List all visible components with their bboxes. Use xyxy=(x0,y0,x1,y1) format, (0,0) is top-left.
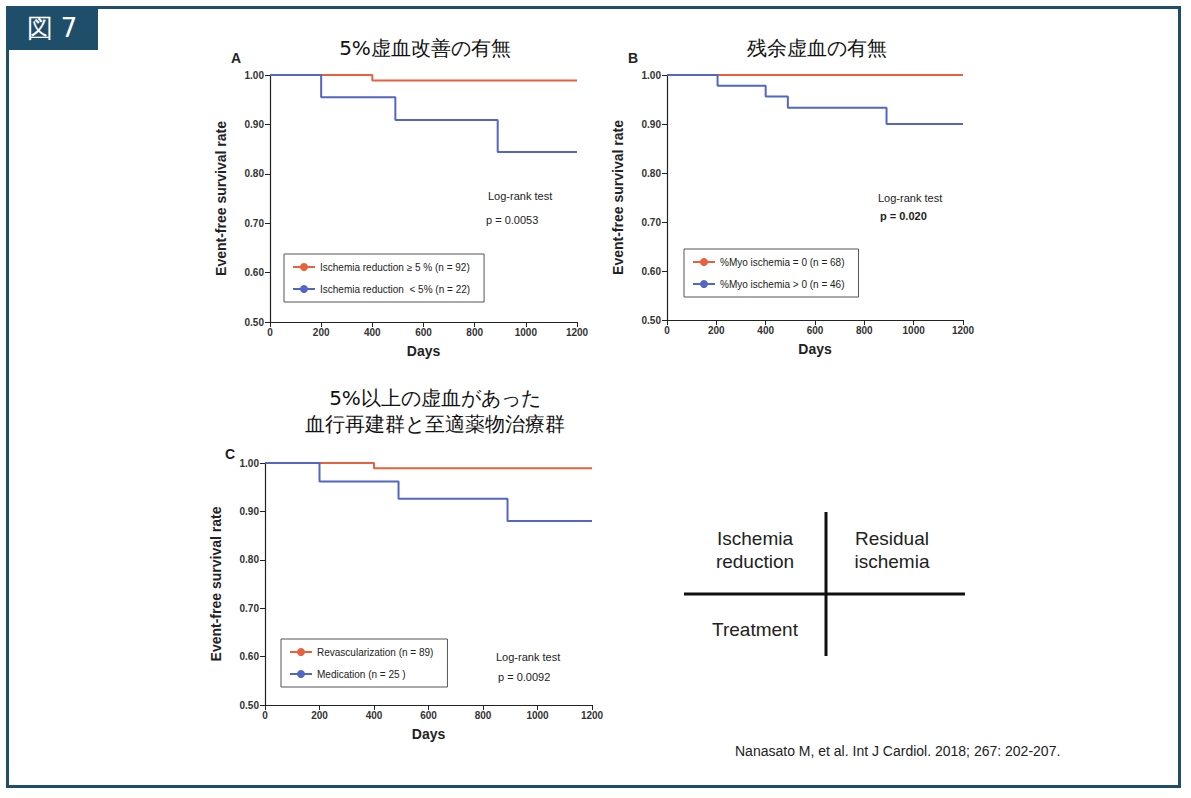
svg-text:0.80: 0.80 xyxy=(245,168,265,179)
svg-text:0.50: 0.50 xyxy=(240,700,260,711)
svg-text:Event-free survival rate: Event-free survival rate xyxy=(213,121,229,276)
svg-text:800: 800 xyxy=(475,710,492,721)
svg-text:0.50: 0.50 xyxy=(642,315,662,326)
svg-text:400: 400 xyxy=(757,325,774,336)
svg-text:0: 0 xyxy=(262,710,268,721)
svg-text:600: 600 xyxy=(807,325,824,336)
svg-text:p = 0.0092: p = 0.0092 xyxy=(498,671,550,683)
svg-text:Log-rank test: Log-rank test xyxy=(488,190,552,202)
html-text:Treatment: Treatment xyxy=(712,619,798,640)
svg-text:血行再建群と至適薬物治療群: 血行再建群と至適薬物治療群 xyxy=(305,412,565,436)
svg-text:400: 400 xyxy=(364,327,381,338)
svg-text:0.70: 0.70 xyxy=(245,218,265,229)
svg-text:Days: Days xyxy=(407,343,441,359)
svg-text:800: 800 xyxy=(856,325,873,336)
svg-text:1.00: 1.00 xyxy=(642,70,662,81)
svg-text:Event-free survival rate: Event-free survival rate xyxy=(208,506,224,661)
svg-text:0.90: 0.90 xyxy=(642,119,662,130)
svg-text:0.50: 0.50 xyxy=(245,317,265,328)
svg-text:0: 0 xyxy=(664,325,670,336)
svg-text:C: C xyxy=(225,446,235,462)
svg-text:0.60: 0.60 xyxy=(642,266,662,277)
svg-text:0.70: 0.70 xyxy=(642,217,662,228)
svg-text:p = 0.020: p = 0.020 xyxy=(880,210,927,222)
svg-text:%Myo ischemia > 0 (n = 46): %Myo ischemia > 0 (n = 46) xyxy=(720,279,845,290)
svg-text:B: B xyxy=(628,50,638,66)
svg-text:1000: 1000 xyxy=(526,710,549,721)
svg-text:1200: 1200 xyxy=(581,710,604,721)
svg-text:Revascularization (n = 89): Revascularization (n = 89) xyxy=(317,647,433,658)
svg-text:0.90: 0.90 xyxy=(245,119,265,130)
svg-text:1200: 1200 xyxy=(566,327,589,338)
svg-text:Days: Days xyxy=(798,341,832,357)
svg-text:800: 800 xyxy=(466,327,483,338)
svg-text:0: 0 xyxy=(267,327,273,338)
svg-text:1000: 1000 xyxy=(515,327,538,338)
svg-text:Log-rank test: Log-rank test xyxy=(496,651,560,663)
svg-text:200: 200 xyxy=(313,327,330,338)
svg-text:1.00: 1.00 xyxy=(245,70,265,81)
svg-text:0.90: 0.90 xyxy=(240,506,260,517)
html-text:Ischemia reduction: Ischemia reduction xyxy=(715,528,795,572)
svg-text:200: 200 xyxy=(311,710,328,721)
svg-text:A: A xyxy=(231,50,241,66)
html-text:図 7: 図 7 xyxy=(26,13,78,43)
svg-text:%Myo ischemia = 0 (n = 68): %Myo ischemia = 0 (n = 68) xyxy=(720,257,845,268)
svg-text:1200: 1200 xyxy=(952,325,975,336)
svg-text:0.80: 0.80 xyxy=(642,168,662,179)
svg-text:0.60: 0.60 xyxy=(245,267,265,278)
svg-text:p = 0.0053: p = 0.0053 xyxy=(486,214,538,226)
svg-text:1000: 1000 xyxy=(903,325,926,336)
svg-text:Log-rank test: Log-rank test xyxy=(878,192,942,204)
html-text:Residual ischemia: Residual ischemia xyxy=(854,528,930,572)
svg-text:Ischemia reduction ≥ 5 % (n =: Ischemia reduction ≥ 5 % (n = 92) xyxy=(320,262,470,273)
svg-text:600: 600 xyxy=(415,327,432,338)
svg-text:5%以上の虚血があった: 5%以上の虚血があった xyxy=(329,386,541,410)
svg-text:0.60: 0.60 xyxy=(240,651,260,662)
svg-text:Event-free survival rate: Event-free survival rate xyxy=(610,120,626,275)
svg-text:200: 200 xyxy=(708,325,725,336)
svg-text:400: 400 xyxy=(366,710,383,721)
svg-text:Days: Days xyxy=(412,726,446,742)
svg-text:Ischemia reduction < 5% (n =: Ischemia reduction < 5% (n = 22) xyxy=(320,284,470,295)
svg-text:600: 600 xyxy=(420,710,437,721)
svg-text:1.00: 1.00 xyxy=(240,458,260,469)
svg-text:Medication (n = 25 ): Medication (n = 25 ) xyxy=(317,669,406,680)
html-text:Nanasato M, et al. Int J Cardi: Nanasato M, et al. Int J Cardiol. 2018; … xyxy=(735,743,1061,759)
svg-text:5%虚血改善の有無: 5%虚血改善の有無 xyxy=(339,36,511,60)
svg-text:0.80: 0.80 xyxy=(240,554,260,565)
svg-text:残余虚血の有無: 残余虚血の有無 xyxy=(747,36,887,60)
svg-text:0.70: 0.70 xyxy=(240,603,260,614)
